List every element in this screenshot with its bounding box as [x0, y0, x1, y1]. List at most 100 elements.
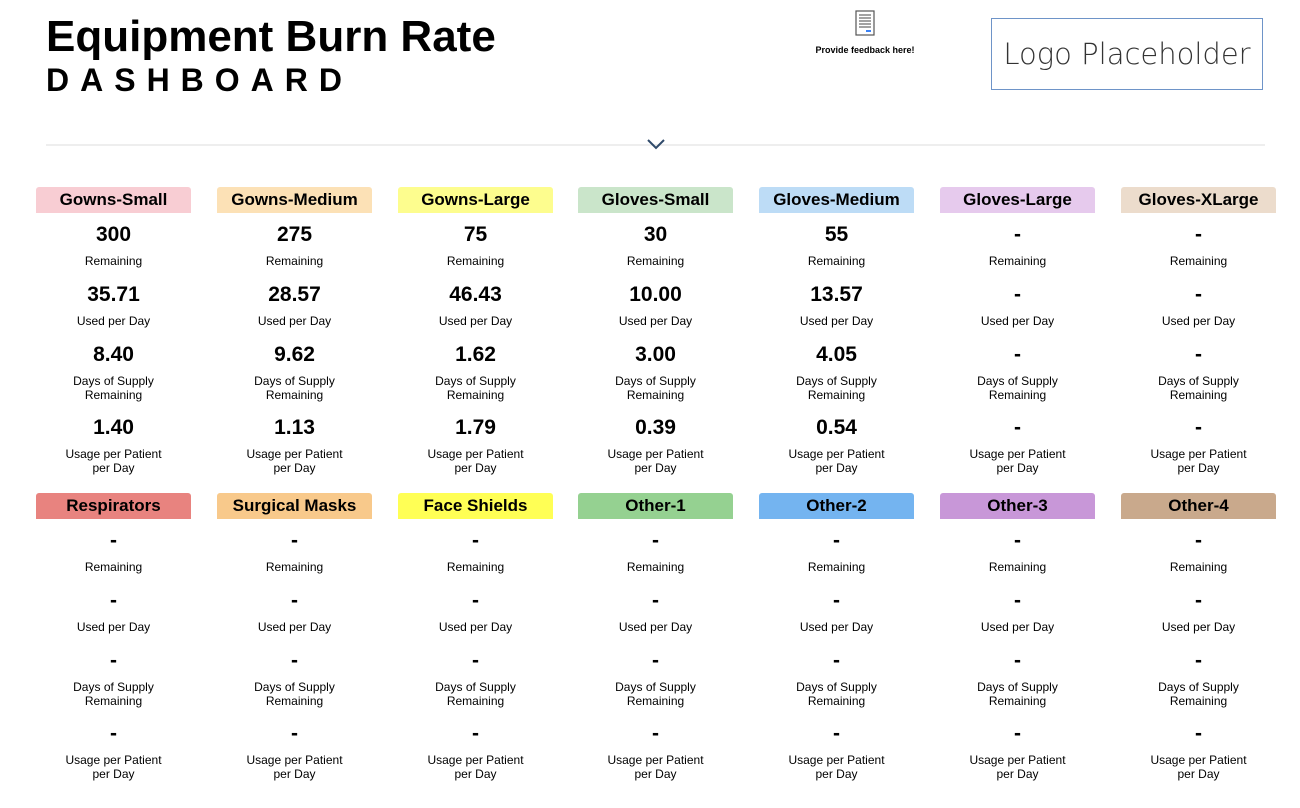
days-of-supply-value: -	[1014, 649, 1021, 672]
usage-per-patient-label: Usage per Patient per Day	[427, 447, 524, 475]
days-of-supply-value: -	[1195, 649, 1202, 672]
days-of-supply-value: -	[1014, 343, 1021, 366]
equipment-card: Gowns-Small 300 Remaining 35.71 Used per Day…	[36, 187, 191, 487]
equipment-card: Gloves-Medium 55 Remaining 13.57 Used per Da…	[759, 187, 914, 487]
card-header: Gowns-Large	[398, 187, 553, 213]
logo-placeholder: Logo Placeholder	[991, 18, 1263, 90]
card-header: Other-2	[759, 493, 914, 519]
days-of-supply-label: Days of Supply Remaining	[1158, 374, 1239, 402]
usage-per-patient-value: 0.39	[635, 416, 676, 439]
remaining-value: -	[1195, 529, 1202, 552]
used-per-day-label: Used per Day	[618, 314, 693, 328]
days-of-supply-value: -	[291, 649, 298, 672]
card-header: Respirators	[36, 493, 191, 519]
days-of-supply-label: Days of Supply Remaining	[615, 680, 696, 708]
remaining-value: 55	[824, 223, 849, 246]
usage-per-patient-label: Usage per Patient per Day	[969, 447, 1066, 475]
usage-per-patient-value: -	[1195, 416, 1202, 439]
remaining-value: 75	[463, 223, 488, 246]
remaining-value: 300	[95, 223, 132, 246]
remaining-value: -	[833, 529, 840, 552]
feedback-label: Provide feedback here!	[815, 45, 915, 55]
card-header: Gloves-Small	[578, 187, 733, 213]
page-subtitle: DASHBOARD	[46, 62, 353, 98]
days-of-supply-label: Days of Supply Remaining	[435, 680, 516, 708]
days-of-supply-value: 9.62	[274, 343, 315, 366]
usage-per-patient-label: Usage per Patient per Day	[969, 753, 1066, 781]
used-per-day-value: 13.57	[810, 283, 863, 306]
used-per-day-value: -	[1195, 283, 1202, 306]
days-of-supply-value: -	[652, 649, 659, 672]
remaining-value: -	[110, 529, 117, 552]
usage-per-patient-label: Usage per Patient per Day	[788, 447, 885, 475]
equipment-card: Surgical Masks - Remaining - Used per Day - Da…	[217, 493, 372, 793]
remaining-label: Remaining	[265, 254, 324, 268]
equipment-card: Gloves-Large - Remaining - Used per Day - Days…	[940, 187, 1095, 487]
used-per-day-value: 46.43	[449, 283, 502, 306]
used-per-day-label: Used per Day	[1161, 620, 1236, 634]
used-per-day-value: 10.00	[629, 283, 682, 306]
days-of-supply-label: Days of Supply Remaining	[435, 374, 516, 402]
remaining-label: Remaining	[988, 560, 1047, 574]
days-of-supply-label: Days of Supply Remaining	[254, 680, 335, 708]
feedback-link[interactable]: Provide feedback here!	[800, 10, 930, 58]
card-header: Gowns-Small	[36, 187, 191, 213]
page-title: Equipment Burn Rate	[46, 12, 496, 61]
usage-per-patient-value: -	[1014, 416, 1021, 439]
usage-per-patient-label: Usage per Patient per Day	[427, 753, 524, 781]
used-per-day-label: Used per Day	[76, 314, 151, 328]
usage-per-patient-label: Usage per Patient per Day	[607, 753, 704, 781]
remaining-value: -	[291, 529, 298, 552]
used-per-day-label: Used per Day	[1161, 314, 1236, 328]
remaining-value: -	[652, 529, 659, 552]
usage-per-patient-value: 1.40	[93, 416, 134, 439]
remaining-label: Remaining	[807, 560, 866, 574]
chevron-down-icon[interactable]	[646, 137, 666, 151]
equipment-card: Respirators - Remaining - Used per Day - Days …	[36, 493, 191, 793]
card-header: Other-1	[578, 493, 733, 519]
days-of-supply-label: Days of Supply Remaining	[1158, 680, 1239, 708]
card-header: Other-3	[940, 493, 1095, 519]
card-header: Surgical Masks	[217, 493, 372, 519]
equipment-card: Other-3 - Remaining - Used per Day - Days of S…	[940, 493, 1095, 793]
equipment-card: Other-1 - Remaining - Used per Day - Days of S…	[578, 493, 733, 793]
days-of-supply-value: -	[110, 649, 117, 672]
card-header: Gloves-Medium	[759, 187, 914, 213]
used-per-day-label: Used per Day	[799, 620, 874, 634]
usage-per-patient-label: Usage per Patient per Day	[65, 753, 162, 781]
used-per-day-value: -	[1195, 589, 1202, 612]
document-icon	[855, 10, 875, 36]
used-per-day-label: Used per Day	[980, 314, 1055, 328]
days-of-supply-value: 8.40	[93, 343, 134, 366]
equipment-card: Other-4 - Remaining - Used per Day - Days of S…	[1121, 493, 1276, 793]
remaining-label: Remaining	[265, 560, 324, 574]
card-header: Other-4	[1121, 493, 1276, 519]
usage-per-patient-label: Usage per Patient per Day	[607, 447, 704, 475]
equipment-card: Other-2 - Remaining - Used per Day - Days of S…	[759, 493, 914, 793]
days-of-supply-label: Days of Supply Remaining	[73, 374, 154, 402]
card-header: Gowns-Medium	[217, 187, 372, 213]
usage-per-patient-value: -	[1195, 722, 1202, 745]
remaining-value: 275	[276, 223, 313, 246]
days-of-supply-value: -	[1195, 343, 1202, 366]
days-of-supply-label: Days of Supply Remaining	[615, 374, 696, 402]
used-per-day-value: -	[652, 589, 659, 612]
used-per-day-value: -	[1014, 589, 1021, 612]
remaining-value: -	[472, 529, 479, 552]
remaining-label: Remaining	[988, 254, 1047, 268]
usage-per-patient-value: 1.13	[274, 416, 315, 439]
divider	[46, 144, 1265, 146]
usage-per-patient-value: -	[652, 722, 659, 745]
used-per-day-value: -	[833, 589, 840, 612]
usage-per-patient-label: Usage per Patient per Day	[1150, 753, 1247, 781]
days-of-supply-value: 4.05	[816, 343, 857, 366]
used-per-day-label: Used per Day	[257, 620, 332, 634]
usage-per-patient-label: Usage per Patient per Day	[65, 447, 162, 475]
remaining-label: Remaining	[446, 560, 505, 574]
usage-per-patient-value: -	[472, 722, 479, 745]
card-header: Gloves-Large	[940, 187, 1095, 213]
remaining-label: Remaining	[1169, 560, 1228, 574]
days-of-supply-value: -	[833, 649, 840, 672]
remaining-label: Remaining	[626, 254, 685, 268]
card-header: Gloves-XLarge	[1121, 187, 1276, 213]
